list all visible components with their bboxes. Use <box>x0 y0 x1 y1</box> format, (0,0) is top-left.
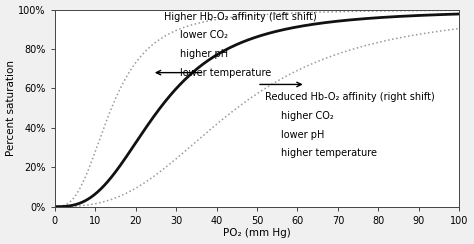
Text: lower CO₂: lower CO₂ <box>180 30 228 40</box>
Text: lower pH: lower pH <box>282 130 325 140</box>
Text: lower temperature: lower temperature <box>180 68 272 78</box>
Text: Reduced Hb-O₂ affinity (right shift): Reduced Hb-O₂ affinity (right shift) <box>265 92 435 102</box>
Text: Higher Hb-O₂ affinity (left shift): Higher Hb-O₂ affinity (left shift) <box>164 11 317 21</box>
Text: higher CO₂: higher CO₂ <box>282 111 334 121</box>
Text: higher pH: higher pH <box>180 49 228 59</box>
Text: higher temperature: higher temperature <box>282 149 377 159</box>
Y-axis label: Percent saturation: Percent saturation <box>6 60 16 156</box>
X-axis label: PO₂ (mm Hg): PO₂ (mm Hg) <box>223 228 291 238</box>
